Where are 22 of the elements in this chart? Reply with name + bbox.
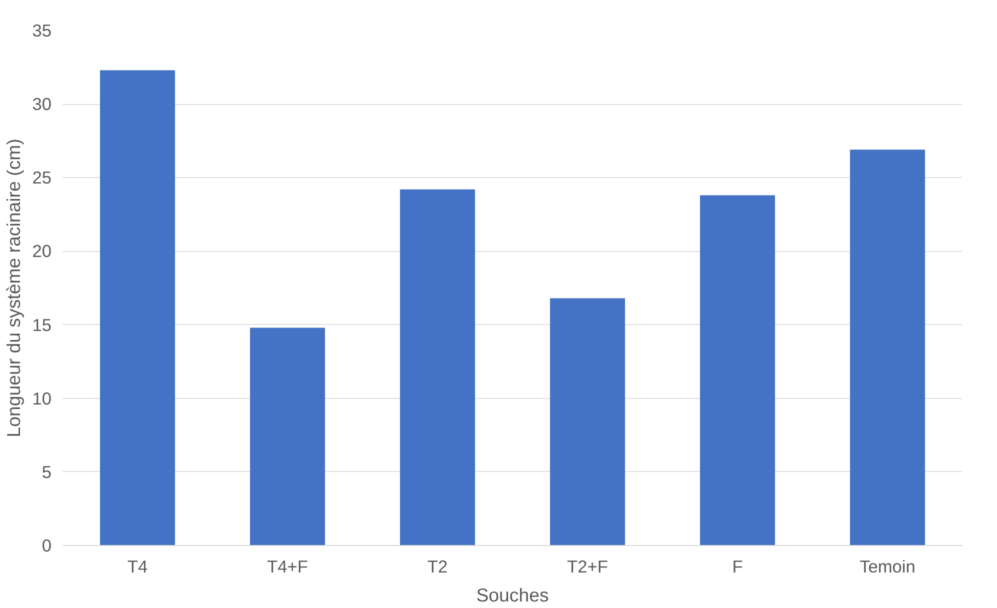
x-tick-label: T2+F bbox=[567, 556, 608, 576]
bar bbox=[700, 195, 775, 546]
y-tick-label: 0 bbox=[42, 536, 52, 556]
bar bbox=[400, 189, 475, 546]
y-tick-label: 30 bbox=[32, 94, 52, 114]
bar bbox=[850, 150, 925, 546]
x-tick-label: Temoin bbox=[860, 556, 916, 576]
y-tick-label: 20 bbox=[32, 241, 52, 262]
y-tick-label: 15 bbox=[32, 314, 52, 335]
y-tick-label: 10 bbox=[32, 388, 52, 408]
y-axis-title: Longueur du système racinaire (cm) bbox=[3, 138, 24, 438]
bar bbox=[550, 298, 625, 546]
x-tick-label: T2 bbox=[427, 556, 448, 576]
x-tick-label: T4+F bbox=[267, 556, 308, 576]
x-tick-label: F bbox=[732, 556, 743, 576]
bar bbox=[100, 70, 175, 546]
x-tick-label: T4 bbox=[127, 556, 148, 576]
y-tick-label: 35 bbox=[32, 20, 52, 40]
x-axis-title: Souches bbox=[476, 584, 549, 606]
y-tick-label: 5 bbox=[42, 462, 52, 482]
bar bbox=[250, 328, 325, 546]
y-tick-label: 25 bbox=[32, 168, 52, 188]
